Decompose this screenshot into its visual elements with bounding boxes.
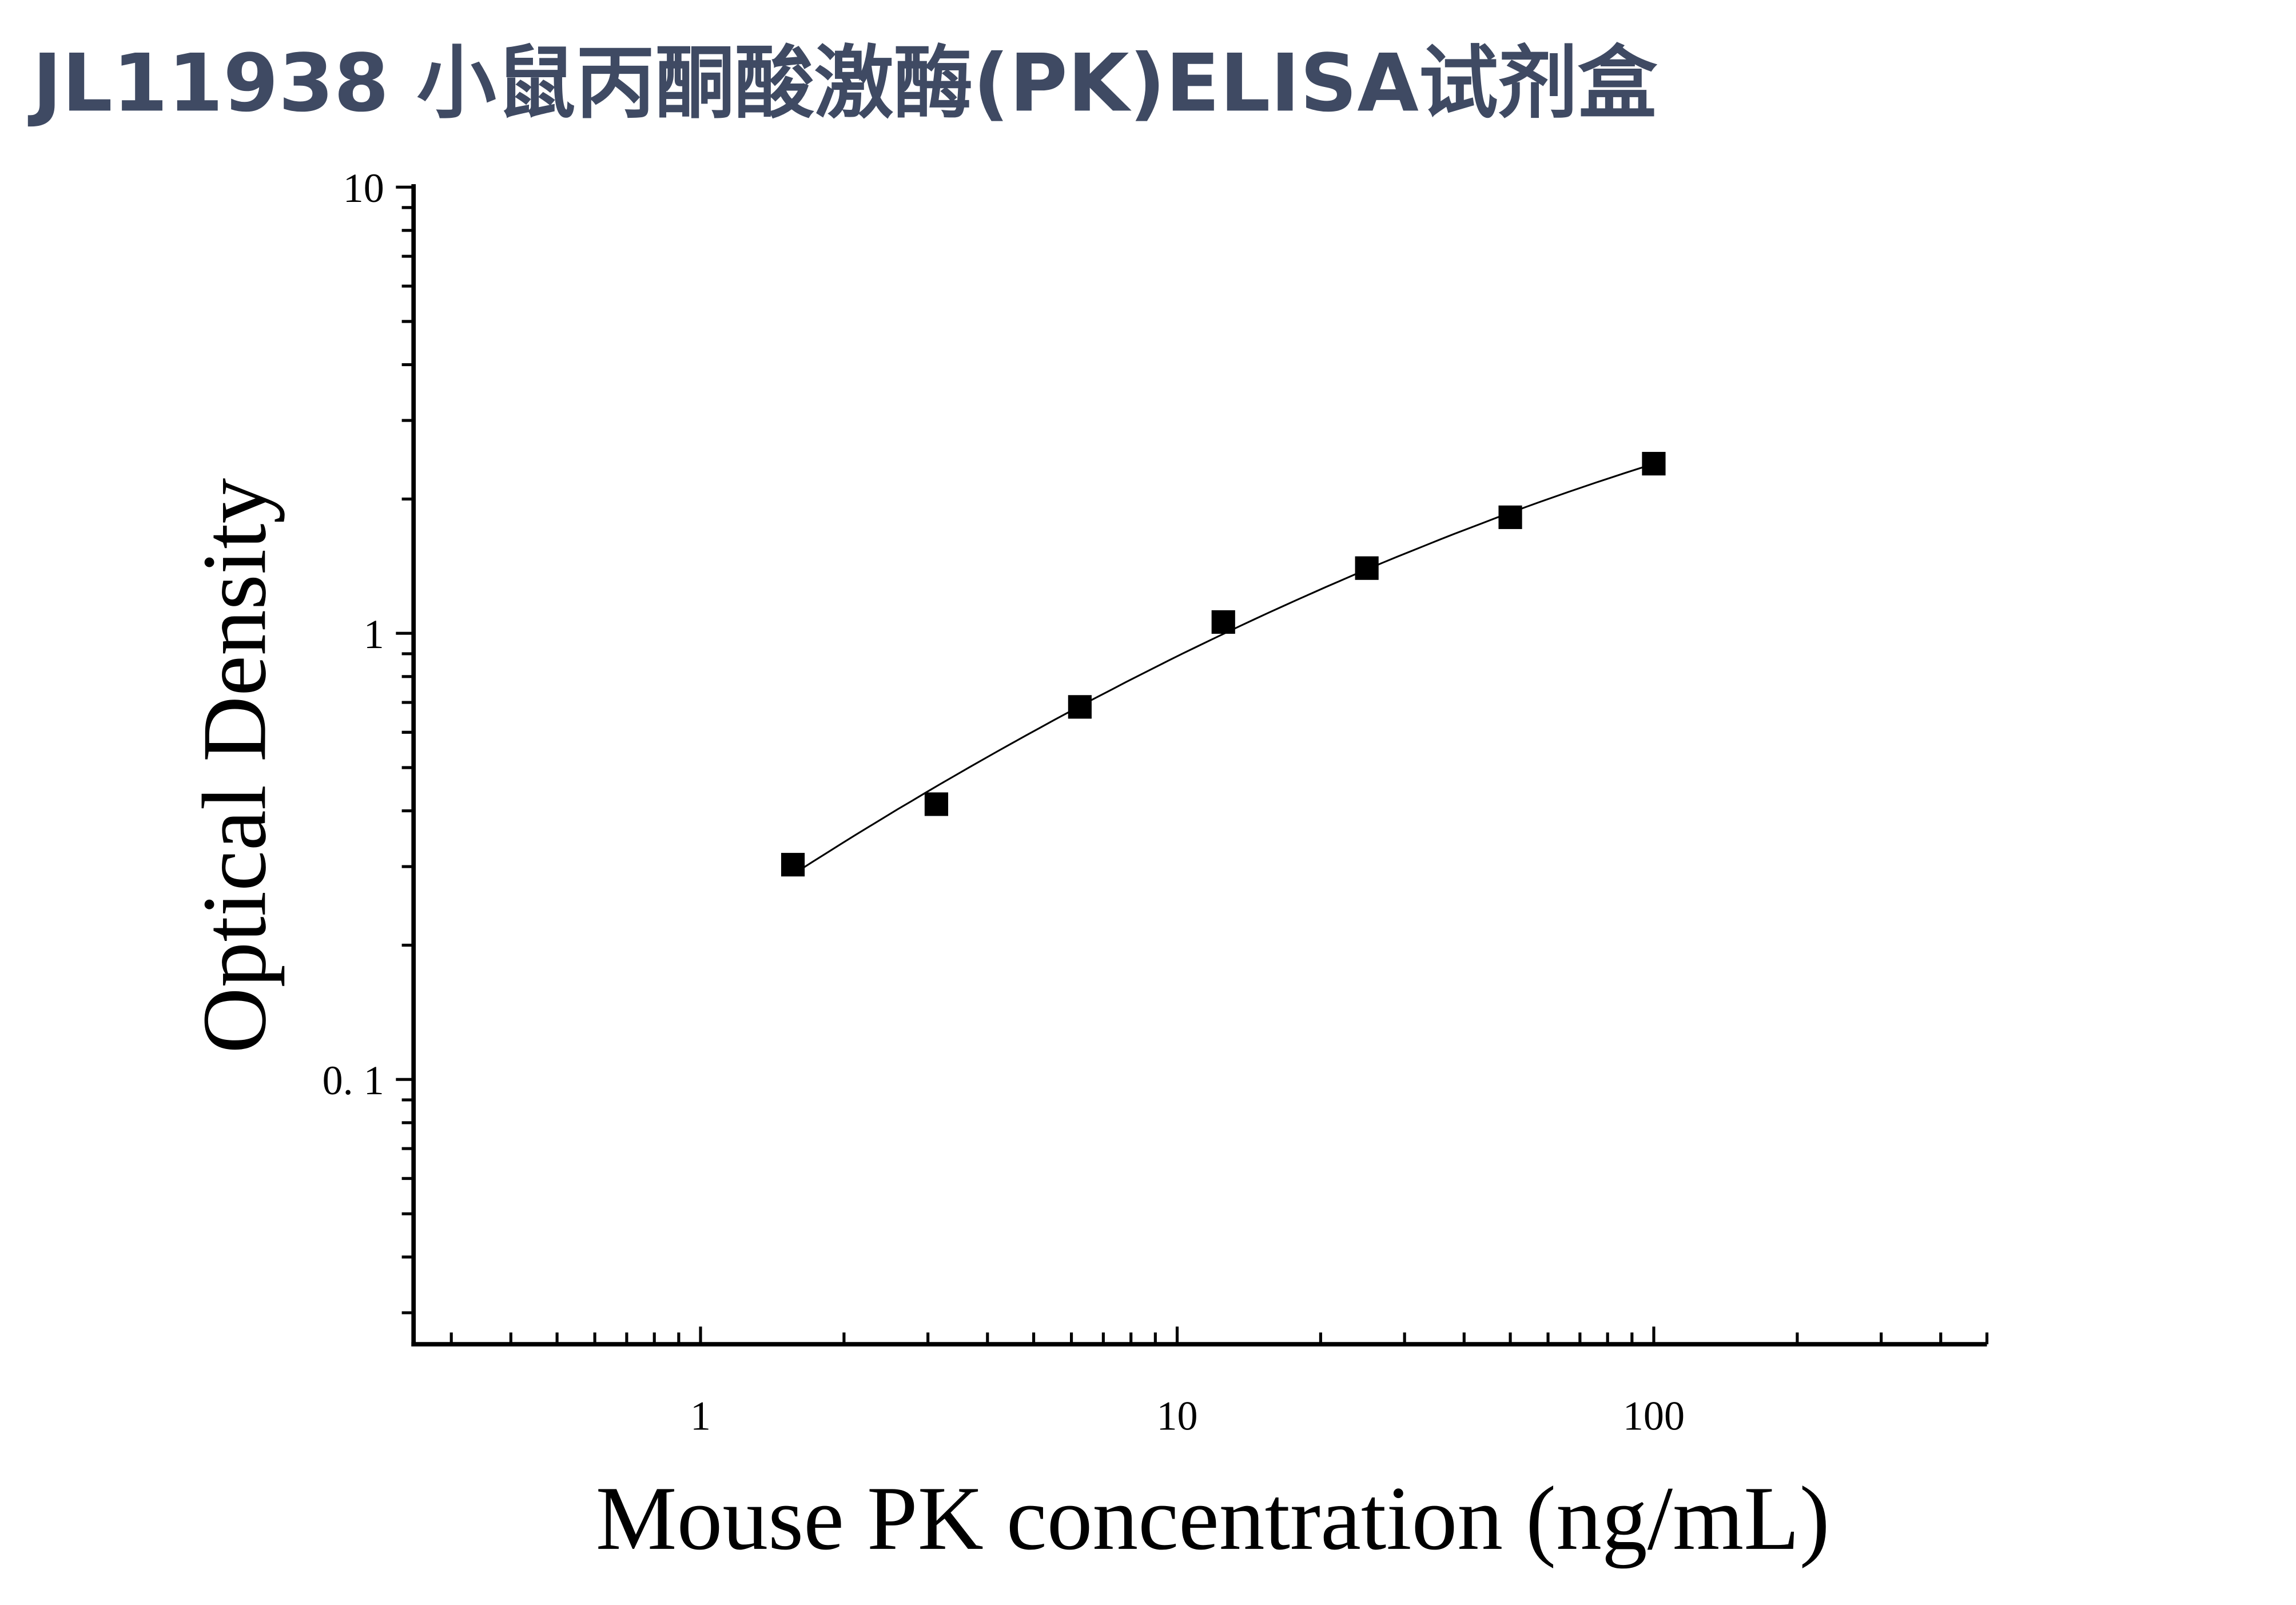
x-tick-label: 1 xyxy=(690,1393,711,1439)
y-axis-label: Optical Density xyxy=(184,478,285,1053)
y-tick-label: 0. 1 xyxy=(323,1058,384,1103)
data-point xyxy=(1355,556,1379,580)
y-tick-label: 1 xyxy=(364,611,384,657)
chart-title: JL11938 小鼠丙酮酸激酶(PK)ELISA试剂盒 xyxy=(28,37,1658,129)
data-point xyxy=(1498,505,1522,529)
data-point xyxy=(1642,452,1666,476)
y-tick-label: 10 xyxy=(343,165,384,211)
data-point xyxy=(1068,695,1092,719)
x-tick-label: 10 xyxy=(1156,1393,1197,1439)
data-point xyxy=(924,792,949,816)
data-point xyxy=(781,853,805,877)
data-point xyxy=(1211,610,1235,634)
plot-area: 0. 1 1 10 1 10 100 xyxy=(323,165,1989,1439)
x-axis-label: Mouse PK concentration (ng/mL) xyxy=(596,1468,1830,1569)
x-tick-label: 100 xyxy=(1623,1393,1685,1439)
